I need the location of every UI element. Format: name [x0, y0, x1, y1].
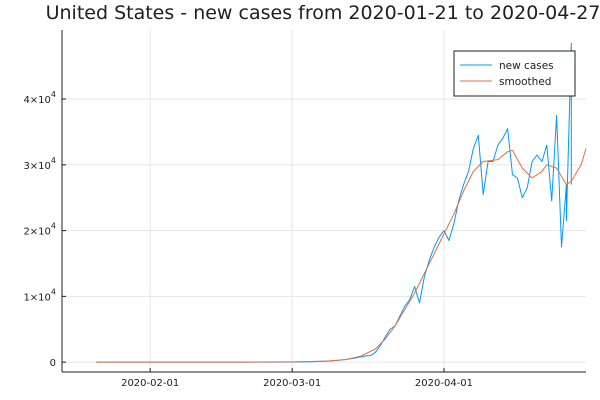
series-line-new-cases: [96, 42, 572, 363]
chart-title: United States - new cases from 2020-01-2…: [46, 2, 600, 24]
y-tick-label: 2×104: [23, 222, 56, 238]
axes: [61, 30, 586, 373]
legend-label: new cases: [499, 60, 554, 72]
tick-labels: 2020-02-01 2020-03-01 2020-04-01 0 1×104 2×10…: [23, 90, 473, 389]
y-tick-label: 4×104: [23, 90, 56, 106]
y-tick-label: 3×104: [23, 156, 56, 172]
x-tick-label: 2020-03-01: [263, 378, 321, 389]
y-tick-label: 1×104: [23, 287, 56, 303]
legend-box: [453, 50, 576, 97]
x-tick-label: 2020-02-01: [121, 378, 179, 389]
y-tick-label: 0: [50, 358, 56, 369]
legend: new cases smoothed: [453, 50, 576, 97]
x-tick-label: 2020-04-01: [415, 378, 473, 389]
series-line-smoothed: [96, 148, 587, 363]
plot-lines: [96, 42, 587, 363]
legend-label: smoothed: [499, 76, 551, 88]
